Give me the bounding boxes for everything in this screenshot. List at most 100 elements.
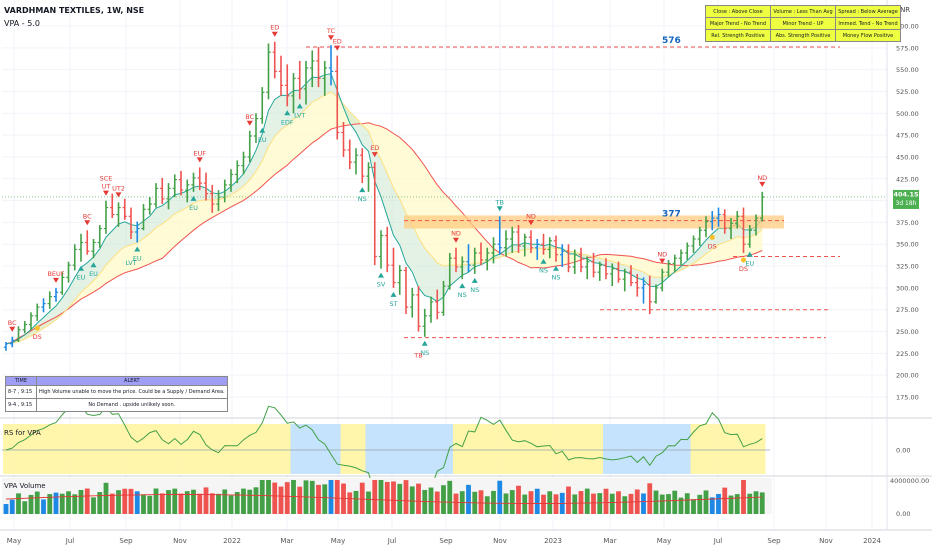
signal-marker-down [453,237,459,243]
info-table-cell: Spread : Below Average [835,5,901,18]
time-axis-label: Nov [819,537,833,545]
volume-bar [397,483,403,514]
volume-bar [109,493,115,514]
volume-bar [384,481,390,514]
info-table-row: Rel. Strength Positive Abs. Strength Posi… [705,29,901,42]
time-axis-label: Jul [713,537,723,545]
rs-background-segment [3,424,291,474]
alert-table-cell: No Demand . upside unlikely soon. [36,398,228,412]
price-axis-tick: 450.00 [896,153,919,161]
signal-label: ED [333,38,342,46]
time-axis-label: 2023 [544,537,562,545]
indicator-name: VPA - 5.0 [4,19,40,28]
signal-label: ND [757,174,767,182]
signal-label: SV [377,281,386,289]
volume-bar [372,480,378,514]
volume-bar [9,499,15,514]
volume-bar [478,490,484,514]
signal-label: EDF [281,118,294,126]
volume-bar [691,499,696,514]
signal-label: UT [102,183,111,191]
signal-label: DS [708,242,717,250]
time-axis-label: Nov [493,537,507,545]
volume-axis-tick: 4000000.00 [890,477,929,485]
volume-bar [672,490,678,514]
signal-label: EU [258,136,267,144]
volume-bar [34,491,40,514]
volume-bar [147,495,153,514]
volume-bar [759,492,765,514]
time-axis-label: Sep [119,537,133,545]
volume-bar [41,499,46,514]
rs-background-segment [603,424,691,474]
volume-bar [91,497,96,514]
info-table-cell: Abs. Strength Positive [770,29,836,42]
volume-bar [453,493,459,514]
volume-bar [266,480,271,514]
volume-bar [653,490,659,514]
signal-marker-down [496,206,503,212]
volume-bar [247,489,253,514]
signal-marker-down [9,326,16,332]
volume-bar [291,480,296,514]
signal-label: UT2 [112,184,125,192]
rs-axis-tick: 0.00 [896,447,910,455]
volume-bar [116,490,121,514]
volume-bar [697,494,703,514]
signal-marker-down [271,31,278,37]
volume-pane-title: VPA Volume [4,482,46,490]
volume-bar [466,484,471,514]
volume-bar [59,493,65,514]
alert-table-header: TIME [5,376,37,386]
volume-bar [441,485,446,514]
volume-bar [197,493,203,514]
volume-bar [659,494,665,514]
volume-bar [216,493,221,514]
fast-ma-line [5,73,763,345]
volume-bar [584,488,590,514]
price-axis-tick: 225.00 [896,350,919,358]
price-axis-tick: 350.00 [896,241,919,249]
signal-label: SCE [100,175,113,183]
volume-bar [578,491,584,514]
signal-marker-down [371,152,378,158]
signal-label: BC [83,212,92,220]
signal-label: NS [539,267,548,275]
signal-marker-down [246,120,253,126]
time-axis-label: May [657,537,671,545]
signal-label: DS [739,265,748,273]
info-table-cell: Major Trend - No Trend [705,17,771,30]
volume-bar [447,480,453,514]
time-axis-label: May [331,537,345,545]
signal-label: BEUF [47,270,64,278]
volume-bar [103,482,109,514]
volume-bar [234,492,240,514]
volume-bar [622,496,628,514]
volume-bar [409,486,415,514]
signal-marker-up [296,103,303,109]
last-price-countdown: 3d 18h [896,200,917,207]
signal-label: EU [745,260,754,268]
volume-bar [753,491,759,514]
signal-marker-up [78,265,84,271]
signal-marker-down [659,258,666,264]
volume-bar [172,488,178,514]
signal-label: LVT [294,111,305,119]
volume-bar [178,493,184,514]
volume-bar [641,493,646,514]
price-axis-tick: 575.00 [896,44,919,52]
volume-bar [722,487,728,514]
volume-bar [203,487,209,514]
signal-marker-up [471,277,478,283]
signal-label: NS [552,274,561,282]
volume-bar [316,484,321,514]
price-axis-tick: 200.00 [896,372,919,380]
volume-average-line [5,494,763,504]
price-axis-tick: 525.00 [896,88,919,96]
volume-bar [28,494,34,514]
volume-bar [747,493,753,514]
volume-bar [528,491,534,514]
volume-bar [484,496,490,514]
